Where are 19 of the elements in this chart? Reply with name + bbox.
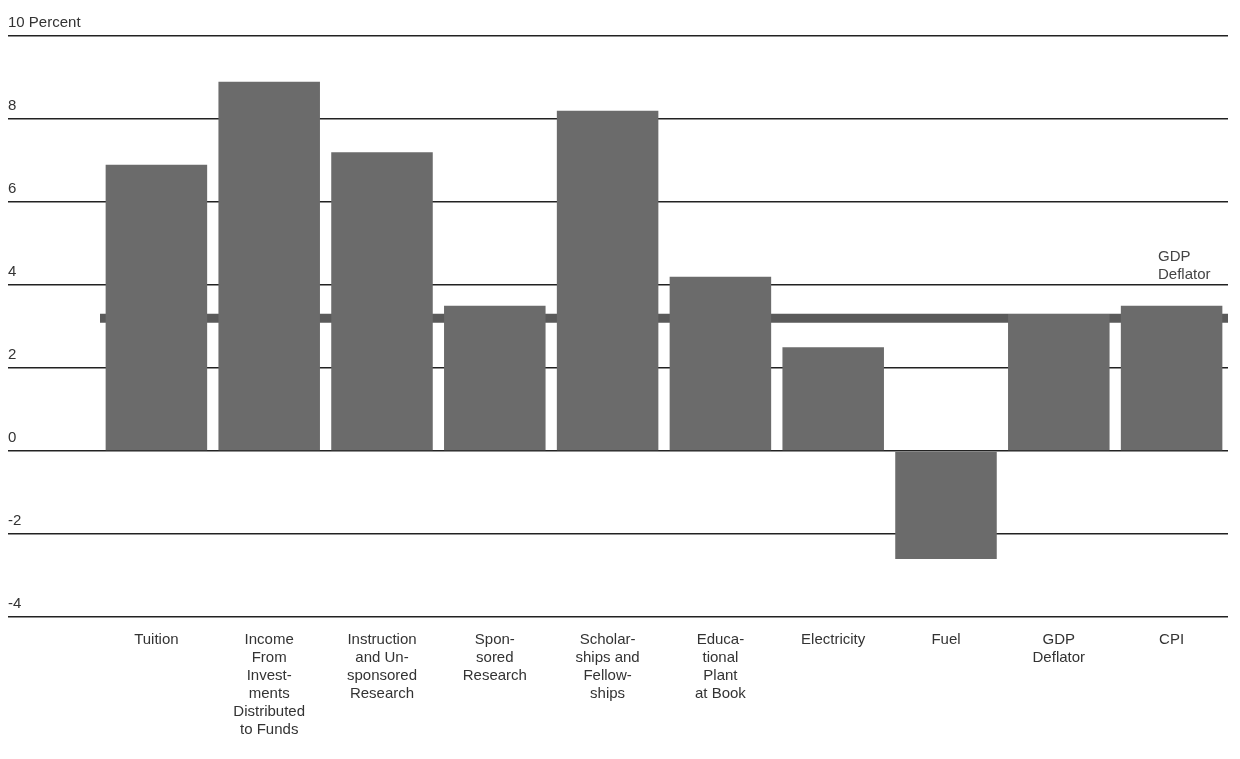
y-tick-label: 2 [8, 345, 17, 363]
y-tick-label: 4 [8, 262, 17, 280]
x-tick-label: Tuition [134, 630, 179, 648]
y-tick-label: -4 [8, 594, 22, 612]
x-tick-label: Electricity [801, 630, 866, 648]
x-tick-label: GDP Deflator [1032, 630, 1086, 666]
x-tick-label: Spon- sored Research [462, 630, 527, 684]
x-tick-label: Instruction and Un- sponsored Research [346, 630, 418, 702]
x-tick-label: Fuel [931, 630, 961, 648]
x-tick-label: Income From Invest- ments Distributed to Funds [233, 630, 306, 738]
y-tick-label: 6 [8, 179, 17, 197]
y-tick-label: -2 [8, 511, 22, 529]
y-tick-label: 10 Percent [8, 13, 82, 31]
x-tick-label: CPI [1159, 630, 1185, 648]
ref-line-label: GDP Deflator [1158, 246, 1211, 282]
x-tick-label: Scholar- ships and Fellow- ships [575, 630, 640, 702]
y-tick-label: 8 [8, 96, 17, 114]
x-tick-label: Educa- tional Plant at Book [694, 630, 747, 702]
y-tick-label: 0 [8, 428, 17, 446]
